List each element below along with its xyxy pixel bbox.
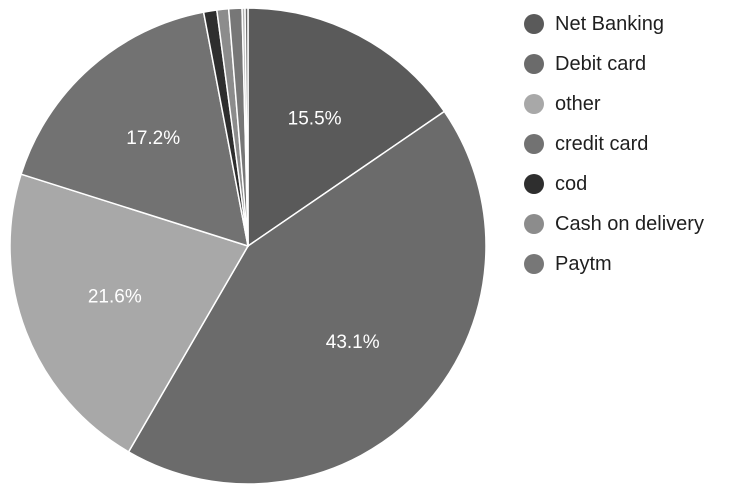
pie-slice-net-banking xyxy=(247,7,446,248)
legend-swatch xyxy=(524,94,544,114)
legend-label: Paytm xyxy=(555,252,612,275)
legend-item: other xyxy=(524,84,704,124)
pie-slice-debit-card xyxy=(127,110,487,485)
legend-label: Debit card xyxy=(555,52,647,75)
slice-label: 21.6% xyxy=(88,287,142,308)
pie-slice-credit-card xyxy=(20,11,249,248)
legend-label: Net Banking xyxy=(555,12,664,35)
legend-item: Paytm xyxy=(524,244,704,284)
slice-label: 43.1% xyxy=(326,332,380,353)
legend-label: other xyxy=(555,92,601,115)
chart-legend: Net Banking Debit card other credit card cod… xyxy=(524,4,704,284)
legend-label: cod xyxy=(555,172,588,195)
legend-item: Net Banking xyxy=(524,4,704,44)
legend-swatch xyxy=(524,254,544,274)
legend-swatch xyxy=(524,214,544,234)
slice-label: 15.5% xyxy=(288,109,342,130)
legend-item: credit card xyxy=(524,124,704,164)
legend-swatch xyxy=(524,134,544,154)
legend-item: Debit card xyxy=(524,44,704,84)
legend-swatch xyxy=(524,54,544,74)
pie-slice-sliver-8 xyxy=(244,7,249,247)
slice-label: 17.2% xyxy=(126,128,180,149)
legend-swatch xyxy=(524,14,544,34)
legend-item: cod xyxy=(524,164,704,204)
pie-slice-other xyxy=(9,173,250,453)
legend-item: Cash on delivery xyxy=(524,204,704,244)
legend-swatch xyxy=(524,174,544,194)
legend-label: credit card xyxy=(555,132,649,155)
legend-label: Cash on delivery xyxy=(555,212,704,235)
